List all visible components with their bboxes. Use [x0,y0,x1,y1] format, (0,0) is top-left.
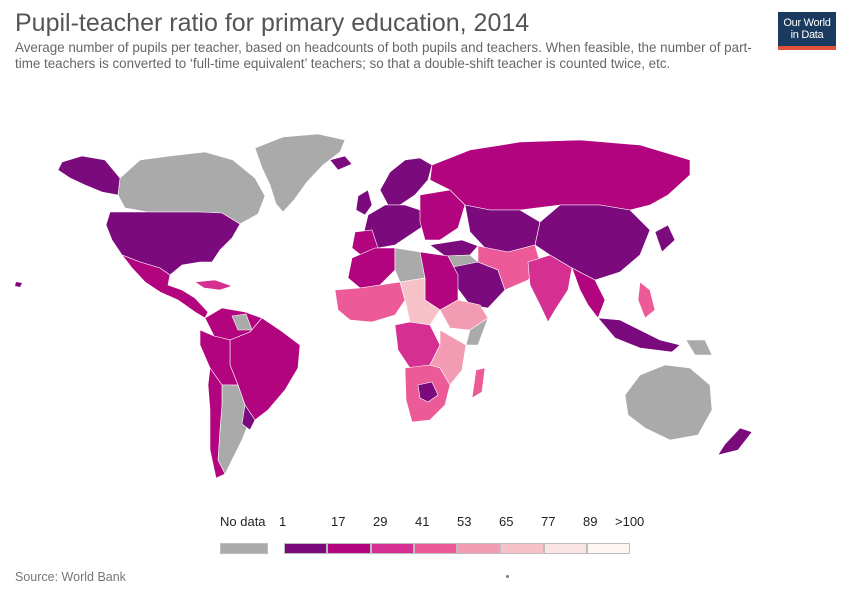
legend-bin[interactable] [543,543,587,554]
region-new-zealand[interactable] [717,427,753,456]
legend-tick: 41 [415,514,430,529]
region-northwest-africa[interactable] [347,247,396,289]
legend-bin[interactable] [370,543,414,554]
center-dot [506,575,509,578]
legend-tick: 53 [457,514,472,529]
region-hawaii[interactable] [15,282,22,287]
legend-tick: 77 [541,514,556,529]
region-botswana[interactable] [417,381,439,403]
region-central-asia[interactable] [464,204,541,253]
region-iceland[interactable] [329,155,353,171]
region-indonesia[interactable] [597,317,681,353]
region-new-guinea[interactable] [685,339,713,356]
region-canada[interactable] [117,151,266,225]
legend-tick: 89 [583,514,598,529]
legend-tick: 65 [499,514,514,529]
region-west-africa[interactable] [334,281,406,323]
region-uk[interactable] [355,189,373,216]
legend-no-data-swatch[interactable] [220,543,268,554]
legend-tick: 1 [279,514,287,529]
region-turkey[interactable] [429,239,479,257]
region-australia[interactable] [624,364,713,441]
region-madagascar[interactable] [471,367,486,399]
legend-bin[interactable] [327,543,371,554]
logo-accent-bar [778,46,836,50]
region-chad-car[interactable] [399,277,441,326]
region-japan[interactable] [654,224,676,253]
owid-logo[interactable]: Our World in Data [778,12,836,50]
logo-text-line2: in Data [790,29,824,41]
legend-tick: 29 [373,514,388,529]
legend-tick: >100 [615,514,645,529]
logo-text-line1: Our World [783,17,831,29]
region-mexico[interactable] [121,254,209,319]
source-note: Source: World Bank [15,570,126,584]
legend-no-data-label: No data [220,514,266,529]
legend-bin[interactable] [457,543,501,554]
region-iran-pakistan[interactable] [477,244,541,291]
region-caribbean[interactable] [194,279,233,291]
legend-bin[interactable] [586,543,630,554]
region-china[interactable] [534,204,651,281]
region-greenland[interactable] [254,133,346,213]
legend-tick: 17 [331,514,346,529]
region-usa[interactable] [105,211,241,276]
region-alaska[interactable] [57,155,121,196]
legend-bin[interactable] [500,543,544,554]
legend-bin[interactable] [284,543,328,554]
chart-title: Pupil-teacher ratio for primary educatio… [15,9,530,37]
chart-subtitle: Average number of pupils per teacher, ba… [15,40,752,71]
region-chile[interactable] [207,367,226,479]
region-india[interactable] [527,254,573,323]
region-somalia[interactable] [465,317,489,346]
region-philippines[interactable] [637,281,656,319]
legend-bin[interactable] [413,543,457,554]
region-uruguay[interactable] [241,404,256,431]
region-russia[interactable] [429,139,691,211]
